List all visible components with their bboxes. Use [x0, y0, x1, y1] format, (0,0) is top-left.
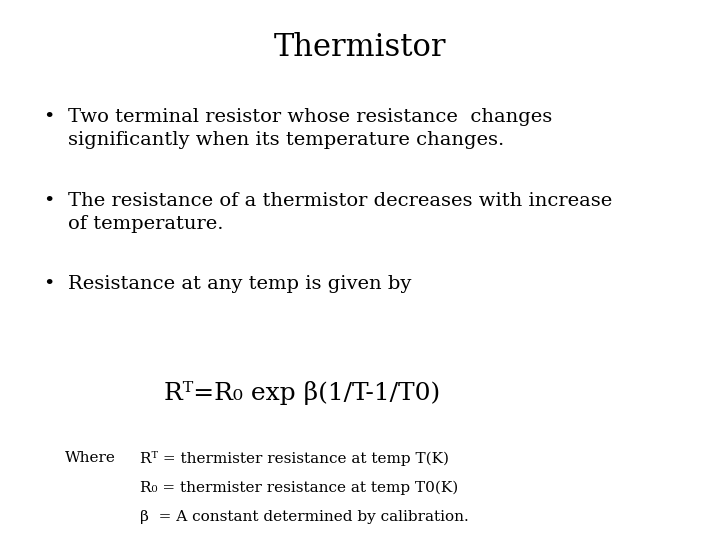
Text: •: • [43, 192, 55, 210]
Text: Two terminal resistor whose resistance  changes
significantly when its temperatu: Two terminal resistor whose resistance c… [68, 108, 553, 149]
Text: Resistance at any temp is given by: Resistance at any temp is given by [68, 275, 412, 293]
Text: R₀ = thermister resistance at temp T0(K): R₀ = thermister resistance at temp T0(K) [140, 481, 459, 495]
Text: •: • [43, 108, 55, 126]
Text: Where: Where [65, 451, 116, 465]
Text: Thermistor: Thermistor [274, 32, 446, 63]
Text: The resistance of a thermistor decreases with increase
of temperature.: The resistance of a thermistor decreases… [68, 192, 613, 233]
Text: β  = A constant determined by calibration.: β = A constant determined by calibration… [140, 510, 469, 524]
Text: Rᵀ=R₀ exp β(1/T-1/T0): Rᵀ=R₀ exp β(1/T-1/T0) [164, 381, 441, 404]
Text: Rᵀ = thermister resistance at temp T(K): Rᵀ = thermister resistance at temp T(K) [140, 451, 449, 466]
Text: •: • [43, 275, 55, 293]
